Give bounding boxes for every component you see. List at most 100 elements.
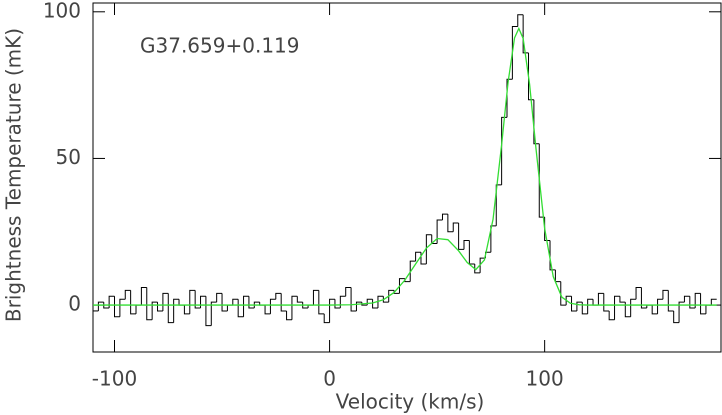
spectrum-step xyxy=(237,299,244,318)
spectrum-step xyxy=(157,302,163,312)
spectrum-step xyxy=(624,302,631,318)
spectrum-step xyxy=(339,295,346,309)
spectrum-step xyxy=(334,299,341,309)
spectrum-step xyxy=(662,289,669,300)
spectrum-step xyxy=(576,301,583,311)
spectrum-step xyxy=(705,304,712,314)
fit-line xyxy=(93,26,717,306)
spectrum-step xyxy=(667,290,674,312)
spectrum-step xyxy=(173,298,180,323)
spectrum-step xyxy=(571,296,577,312)
spectrum-step xyxy=(689,296,696,309)
spectrum-step xyxy=(114,296,120,318)
spectrum-step xyxy=(635,286,642,300)
spectrum-step xyxy=(619,296,626,303)
spectrum-step xyxy=(205,296,212,327)
y-tick-label: 100 xyxy=(43,0,81,22)
spectrum-step xyxy=(366,298,373,306)
x-tick-label: 0 xyxy=(323,367,336,391)
spectrum-step xyxy=(183,305,190,315)
spectrum-step xyxy=(458,222,464,250)
spectrum-step xyxy=(243,295,249,317)
spectrum-step xyxy=(522,14,529,54)
spectrum-step xyxy=(511,25,518,80)
spectrum-step xyxy=(291,295,298,320)
spectrum-step xyxy=(329,298,335,323)
spectrum-step xyxy=(479,257,486,273)
spectrum-step xyxy=(468,240,475,265)
spectrum-step xyxy=(506,78,513,118)
x-axis-label: Velocity (km/s) xyxy=(336,390,485,414)
spectrum-step xyxy=(280,293,287,312)
spectrum-step xyxy=(162,292,169,311)
spectrum-step xyxy=(447,214,454,233)
spectrum-step xyxy=(560,281,567,306)
spectrum-step xyxy=(264,305,271,315)
spectrum-step xyxy=(490,225,497,253)
spectrum-step xyxy=(232,298,239,306)
spectrum-step xyxy=(694,292,701,309)
spectrum-step xyxy=(226,304,233,311)
spectrum-step xyxy=(398,278,405,294)
spectrum-step xyxy=(501,116,508,185)
spectrum-step xyxy=(216,292,223,303)
spectrum-step xyxy=(286,310,292,321)
spectrum-step xyxy=(189,289,196,314)
spectrum-step xyxy=(614,295,620,320)
spectrum-step xyxy=(651,305,658,315)
spectrum-step xyxy=(587,298,594,314)
spectrum-step xyxy=(130,290,137,315)
spectrum-step xyxy=(425,234,432,265)
spectrum-step xyxy=(463,240,470,250)
spectrum-step xyxy=(124,289,131,300)
spectrum-step xyxy=(409,260,416,282)
spectrum-step xyxy=(517,14,524,27)
spectrum-step xyxy=(135,304,142,314)
spectrum-step xyxy=(103,302,110,309)
spectrum-step xyxy=(608,310,615,321)
spectrum-step xyxy=(296,296,303,303)
spectrum-step xyxy=(710,298,717,306)
spectrum-step xyxy=(318,290,325,315)
x-tick-label: -100 xyxy=(92,367,137,391)
spectrum-step xyxy=(119,298,126,317)
spectrum-step xyxy=(253,301,260,309)
spectrum-step xyxy=(312,289,319,306)
spectrum-step xyxy=(495,184,502,226)
spectrum-step xyxy=(388,289,395,303)
spectrum-step xyxy=(592,299,599,306)
spectrum-step xyxy=(302,302,309,309)
spectrum-step xyxy=(350,287,357,312)
spectrum-step xyxy=(248,296,255,309)
spectrum-step xyxy=(275,292,282,300)
spectrum-step xyxy=(210,301,217,326)
plot-frame xyxy=(92,2,722,353)
spectrum-step xyxy=(415,251,421,262)
spectrum-step xyxy=(565,295,572,306)
spectrum-step xyxy=(452,222,459,232)
annotation: G37.659+0.119 xyxy=(140,34,300,58)
spectrum-step xyxy=(683,295,690,303)
spectrum-step xyxy=(146,287,153,321)
spectrum-step xyxy=(355,301,362,311)
spectrum-step xyxy=(361,302,368,306)
spectrum-step xyxy=(436,219,443,244)
spectrum-step xyxy=(528,52,534,101)
y-axis-label: Brightness Temperature (mK) xyxy=(2,28,26,322)
spectrum-step xyxy=(597,292,604,306)
spectrum-step xyxy=(108,295,115,309)
spectrum-step xyxy=(200,295,206,309)
spectrum-step xyxy=(140,286,147,306)
y-tick-label: 0 xyxy=(68,292,81,316)
spectrum-step xyxy=(151,301,158,320)
spectrum-step xyxy=(640,287,647,309)
spectrum-step xyxy=(544,217,551,242)
spectrum-step xyxy=(657,298,663,314)
spectrum-step xyxy=(167,293,174,324)
spectrum-step xyxy=(549,240,556,271)
spectrum-step xyxy=(382,296,389,303)
spectrum-step xyxy=(97,301,104,311)
spectrum-step xyxy=(581,302,588,315)
spectrum-step xyxy=(372,299,378,309)
